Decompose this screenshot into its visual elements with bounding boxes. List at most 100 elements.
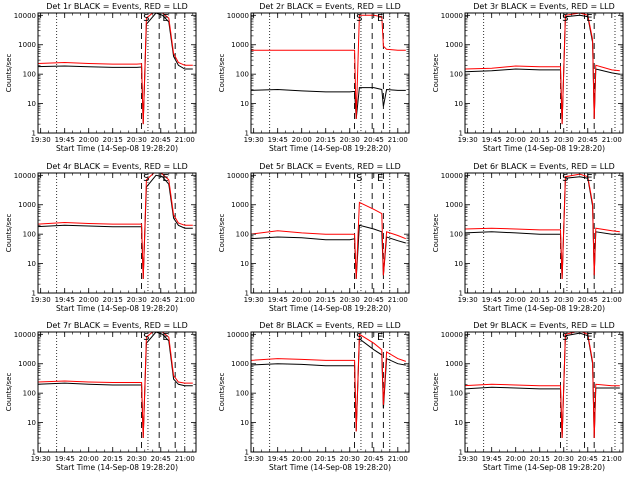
x-tick-label: 21:00: [602, 296, 622, 304]
event-marker-s: S: [562, 332, 568, 343]
y-tick-label: 10000: [227, 12, 249, 20]
x-tick-label: 19:30: [458, 136, 478, 144]
x-tick-label: 19:30: [31, 296, 51, 304]
y-tick-label: 10000: [227, 172, 249, 180]
y-tick-label: 1: [245, 290, 249, 298]
event-marker-s: S: [143, 173, 149, 184]
y-axis-label: Counts/sec: [218, 373, 226, 412]
x-tick-label: 21:00: [175, 296, 195, 304]
y-tick-label: 10: [454, 100, 463, 108]
x-tick-label: 20:30: [127, 136, 147, 144]
x-tick-label: 19:45: [482, 455, 502, 463]
x-tick-label: 20:30: [340, 455, 360, 463]
x-tick-label: 19:45: [268, 455, 288, 463]
y-tick-label: 10: [240, 419, 249, 427]
y-tick-label: 10000: [227, 331, 249, 339]
x-tick-label: 19:45: [55, 455, 75, 463]
y-axis-label: Counts/sec: [5, 54, 13, 93]
plot-frame: [464, 172, 624, 294]
chart-title: Det 7r BLACK = Events, RED = LLD: [46, 321, 188, 330]
x-tick-label: 20:30: [554, 136, 574, 144]
y-tick-label: 10: [240, 260, 249, 268]
chart-title: Det 9r BLACK = Events, RED = LLD: [473, 321, 615, 330]
event-marker-s: S: [356, 332, 362, 343]
x-tick-label: 20:00: [79, 455, 99, 463]
event-marker-e: E: [586, 173, 592, 184]
y-tick-label: 10000: [441, 331, 463, 339]
y-tick-label: 1000: [231, 360, 249, 368]
y-tick-label: 1000: [231, 201, 249, 209]
event-marker-e: E: [377, 173, 383, 184]
event-marker-s: S: [562, 173, 568, 184]
y-tick-label: 1: [459, 130, 463, 138]
y-tick-label: 100: [236, 71, 249, 79]
y-axis-label: Counts/sec: [218, 214, 226, 253]
x-tick-label: 20:00: [292, 455, 312, 463]
plot-frame: [250, 172, 410, 294]
event-marker-e: E: [586, 13, 592, 24]
x-tick-label: 20:30: [127, 296, 147, 304]
y-tick-label: 10: [27, 260, 36, 268]
y-tick-label: 100: [450, 231, 463, 239]
x-tick-label: 20:45: [151, 455, 171, 463]
y-tick-label: 1000: [18, 201, 36, 209]
x-tick-label: 20:00: [79, 136, 99, 144]
chart-title: Det 1r BLACK = Events, RED = LLD: [46, 2, 188, 11]
event-marker-s: S: [356, 13, 362, 24]
y-axis-label: Counts/sec: [432, 373, 440, 412]
event-marker-s: S: [143, 13, 149, 24]
x-tick-label: 21:00: [175, 455, 195, 463]
x-tick-label: 20:15: [316, 136, 336, 144]
x-tick-label: 19:45: [482, 136, 502, 144]
x-tick-label: 19:30: [244, 455, 264, 463]
chart-title: Det 3r BLACK = Events, RED = LLD: [473, 2, 615, 11]
x-tick-label: 20:45: [151, 136, 171, 144]
y-tick-label: 1: [245, 130, 249, 138]
x-tick-label: 20:30: [127, 455, 147, 463]
x-tick-label: 20:00: [292, 296, 312, 304]
x-tick-label: 19:45: [268, 136, 288, 144]
y-tick-label: 100: [23, 390, 36, 398]
y-tick-label: 100: [450, 390, 463, 398]
x-tick-label: 20:00: [506, 136, 526, 144]
y-axis-label: Counts/sec: [432, 54, 440, 93]
x-axis-label: Start Time (14-Sep-08 19:28:20): [483, 463, 605, 472]
x-tick-label: 20:45: [578, 296, 598, 304]
x-tick-label: 20:45: [578, 136, 598, 144]
x-tick-label: 19:30: [458, 455, 478, 463]
y-tick-label: 100: [236, 390, 249, 398]
series-line-lld: [251, 333, 406, 432]
y-axis-label: Counts/sec: [218, 54, 226, 93]
x-tick-label: 20:30: [340, 136, 360, 144]
y-tick-label: 1: [459, 290, 463, 298]
series-line-lld: [38, 173, 193, 280]
x-tick-label: 21:00: [388, 455, 408, 463]
x-tick-label: 20:45: [364, 136, 384, 144]
x-tick-label: 19:45: [55, 296, 75, 304]
x-tick-label: 21:00: [602, 136, 622, 144]
x-tick-label: 20:00: [506, 296, 526, 304]
x-tick-label: 19:30: [31, 136, 51, 144]
y-tick-label: 10: [454, 260, 463, 268]
chart-title: Det 5r BLACK = Events, RED = LLD: [259, 162, 401, 171]
plot-frame: [464, 331, 624, 453]
x-tick-label: 19:45: [55, 136, 75, 144]
x-axis-label: Start Time (14-Sep-08 19:28:20): [269, 304, 391, 313]
x-tick-label: 20:15: [103, 296, 123, 304]
y-tick-label: 10000: [441, 12, 463, 20]
y-tick-label: 1: [32, 130, 36, 138]
event-marker-e: E: [377, 332, 383, 343]
x-tick-label: 20:30: [340, 296, 360, 304]
